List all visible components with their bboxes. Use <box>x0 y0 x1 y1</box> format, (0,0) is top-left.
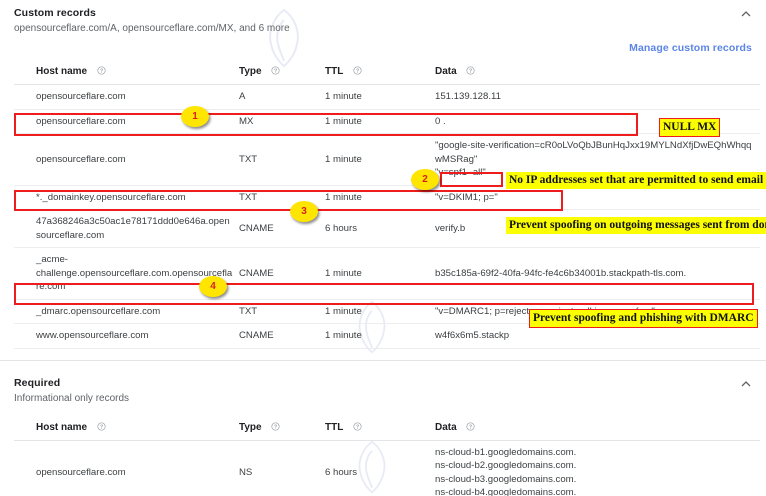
svg-text:?: ? <box>356 424 359 430</box>
column-header-ttl[interactable]: TTL ? <box>325 421 435 441</box>
cell-type: CNAME <box>239 323 325 349</box>
cell-data: "v=DMARC1; p=reject; sp=reject; adkim=s;… <box>435 299 760 325</box>
required-records-body: opensourceflare.com NS 6 hours ns-cloud-… <box>14 440 760 496</box>
table-header-row: Host name ? Type ? <box>14 421 760 441</box>
manage-custom-records-link[interactable]: Manage custom records <box>629 42 752 54</box>
column-header-ttl[interactable]: TTL ? <box>325 66 435 86</box>
cell-ttl: 6 hours <box>325 440 435 496</box>
cell-data: ns-cloud-b1.googledomains.com. ns-cloud-… <box>435 440 760 496</box>
cell-data: w4f6x6m5.stackp <box>435 323 760 349</box>
help-icon[interactable]: ? <box>271 66 280 75</box>
custom-records-section: Custom records opensourceflare.com/A, op… <box>0 0 766 349</box>
table-row[interactable]: *._domainkey.opensourceflare.com TXT 1 m… <box>14 185 760 211</box>
svg-text:?: ? <box>274 424 277 430</box>
cell-host: *._domainkey.opensourceflare.com <box>14 185 239 211</box>
cell-ttl: 1 minute <box>325 247 435 300</box>
cell-data: "v=DKIM1; p=" <box>435 185 760 211</box>
data-value: ns-cloud-b1.googledomains.com. <box>435 446 577 458</box>
help-icon[interactable]: ? <box>353 66 362 75</box>
column-header-host[interactable]: Host name ? <box>14 421 239 441</box>
required-records-header: Required Informational only records <box>0 370 766 406</box>
data-value: "google-site-verification=cR0oLVoQbJBunH… <box>435 140 752 165</box>
cell-host: opensourceflare.com <box>14 84 239 110</box>
cell-host: opensourceflare.com <box>14 109 239 135</box>
cell-type: MX <box>239 109 325 135</box>
column-header-type[interactable]: Type ? <box>239 421 325 441</box>
column-header-data[interactable]: Data ? <box>435 66 760 86</box>
cell-ttl: 1 minute <box>325 109 435 135</box>
cell-data: "google-site-verification=cR0oLVoQbJBunH… <box>435 133 760 186</box>
table-row[interactable]: www.opensourceflare.com CNAME 1 minute w… <box>14 323 760 349</box>
help-icon[interactable]: ? <box>466 66 476 75</box>
table-row[interactable]: opensourceflare.com TXT 1 minute "google… <box>14 133 760 186</box>
svg-text:?: ? <box>469 68 472 74</box>
help-icon[interactable]: ? <box>466 422 476 431</box>
custom-records-body: opensourceflare.com A 1 minute 151.139.1… <box>14 84 760 349</box>
cell-host: opensourceflare.com <box>14 133 239 186</box>
cell-host: _acme-challenge.opensourceflare.com.open… <box>14 247 239 300</box>
svg-text:?: ? <box>100 424 103 430</box>
table-row[interactable]: _dmarc.opensourceflare.com TXT 1 minute … <box>14 299 760 325</box>
required-records-title: Required <box>14 376 61 389</box>
cell-ttl: 6 hours <box>325 209 435 249</box>
cell-data: 0 . <box>435 109 760 135</box>
svg-text:?: ? <box>469 424 472 430</box>
svg-text:?: ? <box>274 68 277 74</box>
cell-type: CNAME <box>239 247 325 300</box>
help-icon[interactable]: ? <box>271 422 280 431</box>
svg-text:?: ? <box>100 68 103 74</box>
cell-data: b35c185a-69f2-40fa-94fc-fe4c6b34001b.sta… <box>435 247 760 300</box>
table-row[interactable]: opensourceflare.com A 1 minute 151.139.1… <box>14 84 760 110</box>
help-icon[interactable]: ? <box>97 66 106 75</box>
cell-host: opensourceflare.com <box>14 440 239 496</box>
chevron-up-icon[interactable] <box>739 7 753 21</box>
cell-ttl: 1 minute <box>325 299 435 325</box>
cell-host: www.opensourceflare.com <box>14 323 239 349</box>
cell-ttl: 1 minute <box>325 133 435 186</box>
data-value: ns-cloud-b3.googledomains.com. <box>435 473 577 485</box>
required-records-section: Required Informational only records Host… <box>0 370 766 496</box>
cell-data: 151.139.128.11 <box>435 84 760 110</box>
required-records-subtitle: Informational only records <box>14 392 130 404</box>
custom-records-header: Custom records opensourceflare.com/A, op… <box>0 0 766 54</box>
column-header-data[interactable]: Data ? <box>435 421 760 441</box>
table-row[interactable]: 47a368246a3c50ac1e78171ddd0e646a.opensou… <box>14 209 760 249</box>
table-row[interactable]: opensourceflare.com MX 1 minute 0 . <box>14 109 760 135</box>
custom-records-table: Host name ? Type ? <box>14 66 760 349</box>
cell-ttl: 1 minute <box>325 323 435 349</box>
help-icon[interactable]: ? <box>353 422 362 431</box>
chevron-up-icon[interactable] <box>739 377 753 391</box>
section-divider <box>0 359 766 361</box>
table-row[interactable]: opensourceflare.com NS 6 hours ns-cloud-… <box>14 440 760 496</box>
data-value: ns-cloud-b2.googledomains.com. <box>435 460 577 472</box>
cell-type: TXT <box>239 299 325 325</box>
cell-ttl: 1 minute <box>325 185 435 211</box>
required-records-table: Host name ? Type ? <box>14 421 760 496</box>
cell-host: 47a368246a3c50ac1e78171ddd0e646a.opensou… <box>14 209 239 249</box>
table-header-row: Host name ? Type ? <box>14 66 760 86</box>
data-value: "v=spf1 -all" <box>435 167 486 179</box>
svg-text:?: ? <box>356 68 359 74</box>
table-row[interactable]: _acme-challenge.opensourceflare.com.open… <box>14 247 760 300</box>
column-header-type[interactable]: Type ? <box>239 66 325 86</box>
cell-ttl: 1 minute <box>325 84 435 110</box>
help-icon[interactable]: ? <box>97 422 106 431</box>
cell-type: NS <box>239 440 325 496</box>
column-header-host[interactable]: Host name ? <box>14 66 239 86</box>
cell-type: A <box>239 84 325 110</box>
cell-type: TXT <box>239 133 325 186</box>
custom-records-subtitle: opensourceflare.com/A, opensourceflare.c… <box>14 23 290 34</box>
data-value: ns-cloud-b4.googledomains.com. <box>435 487 577 496</box>
cell-data: verify.b <box>435 209 760 249</box>
cell-type: TXT <box>239 185 325 211</box>
cell-type: CNAME <box>239 209 325 249</box>
custom-records-title: Custom records <box>14 7 96 19</box>
cell-host: _dmarc.opensourceflare.com <box>14 299 239 325</box>
